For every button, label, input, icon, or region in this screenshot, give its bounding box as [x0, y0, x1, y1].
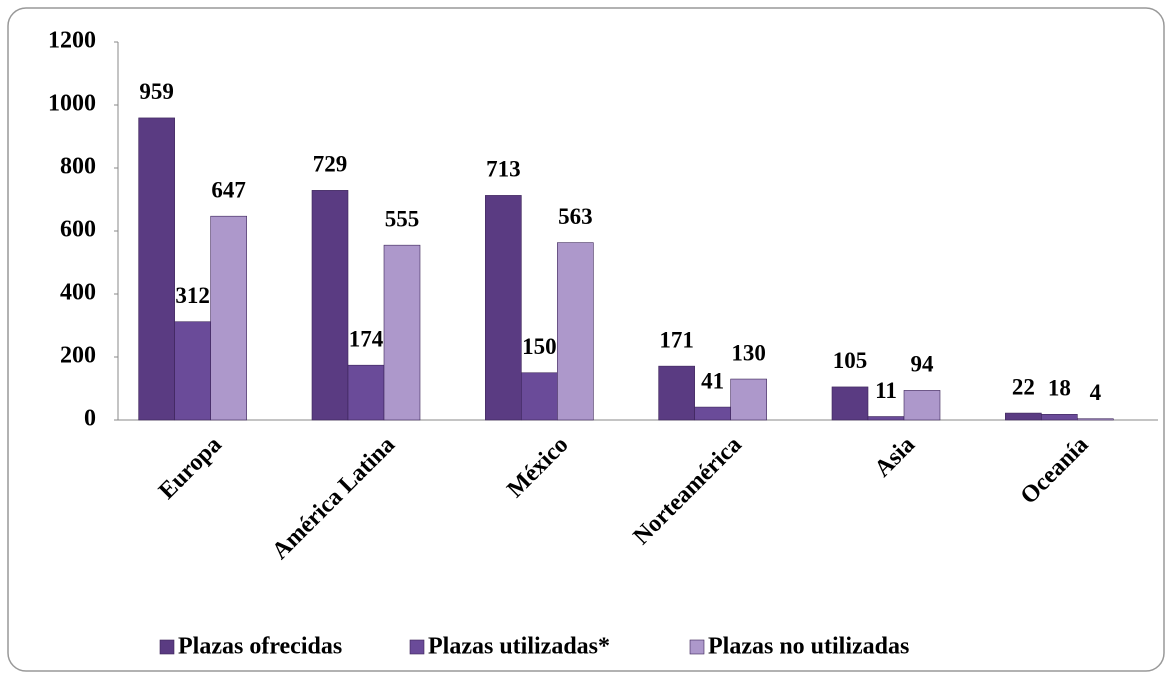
bar — [1077, 418, 1114, 421]
value-label: 94 — [911, 352, 935, 377]
legend-swatch — [689, 639, 705, 655]
bar — [138, 117, 175, 421]
bar — [485, 195, 522, 421]
value-label: 171 — [659, 327, 694, 352]
value-label: 130 — [731, 340, 766, 365]
value-label: 105 — [833, 348, 868, 373]
bar — [1041, 414, 1078, 421]
bar — [658, 365, 695, 421]
bar — [903, 390, 941, 421]
legend-swatch — [159, 639, 175, 655]
y-tick-label: 800 — [60, 154, 96, 180]
value-label: 713 — [486, 157, 521, 182]
bar — [730, 378, 767, 421]
value-label: 4 — [1090, 380, 1102, 405]
y-tick-label: 0 — [84, 406, 96, 432]
value-label: 150 — [522, 334, 557, 359]
value-label: 563 — [558, 204, 593, 229]
legend-label: Plazas utilizadas* — [428, 634, 610, 660]
bar — [174, 321, 211, 421]
y-tick-label: 600 — [60, 217, 96, 243]
value-label: 647 — [211, 177, 246, 202]
value-label: 959 — [139, 79, 174, 104]
value-label: 22 — [1012, 374, 1035, 399]
value-label: 11 — [875, 378, 897, 403]
legend-label: Plazas ofrecidas — [178, 634, 342, 660]
y-tick-label: 1000 — [48, 91, 96, 117]
bar — [347, 364, 385, 421]
bar — [521, 372, 558, 421]
legend-swatch — [409, 639, 425, 655]
y-tick-label: 200 — [60, 343, 96, 369]
value-label: 41 — [701, 368, 724, 393]
bar — [867, 416, 905, 421]
value-label: 18 — [1048, 376, 1071, 401]
bar — [557, 242, 594, 421]
value-label: 729 — [313, 152, 348, 177]
y-tick-label: 1200 — [48, 28, 96, 54]
y-tick-label: 400 — [60, 280, 96, 306]
value-label: 312 — [175, 283, 210, 308]
legend-label: Plazas no utilizadas — [708, 634, 909, 660]
bar — [210, 215, 247, 421]
bar — [1005, 412, 1042, 421]
bar — [831, 386, 869, 421]
bar — [694, 406, 731, 421]
bar — [311, 190, 349, 421]
value-label: 174 — [349, 326, 384, 351]
bar — [383, 244, 421, 421]
value-label: 555 — [385, 206, 420, 231]
